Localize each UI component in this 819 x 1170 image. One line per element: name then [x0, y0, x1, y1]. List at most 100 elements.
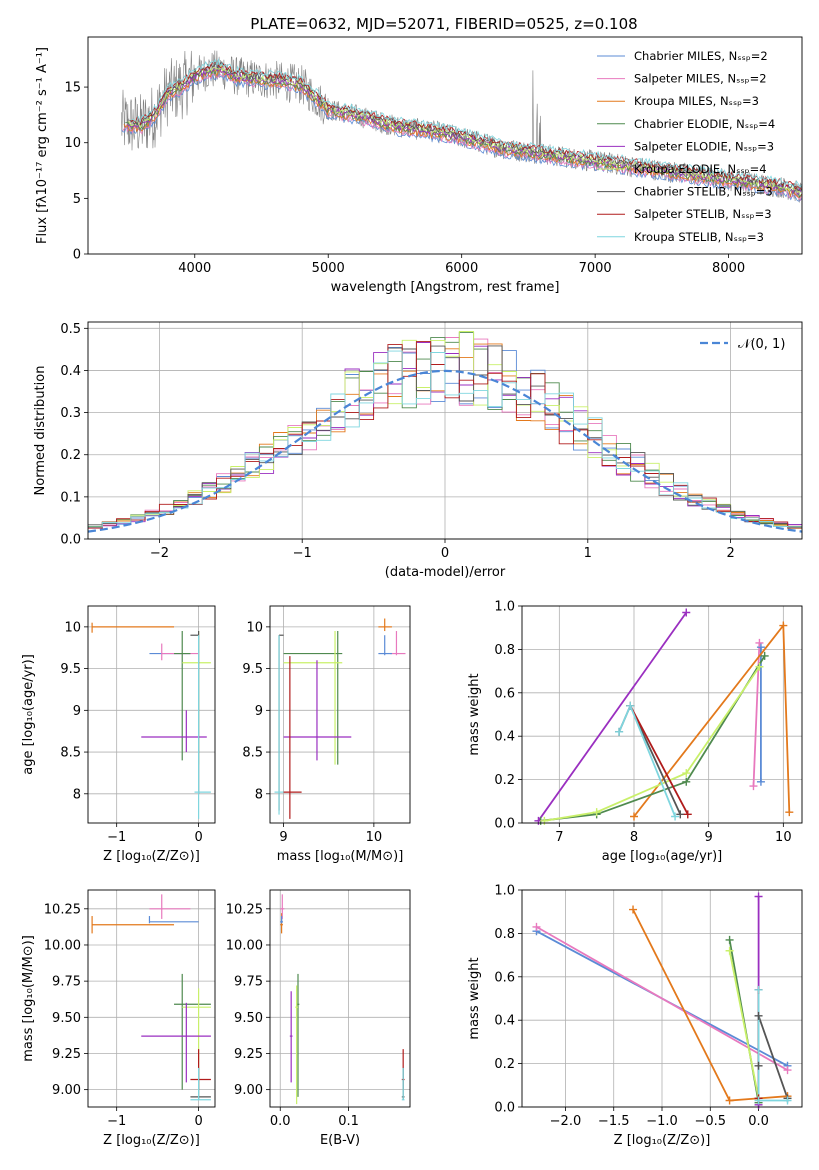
y-tick-label: 9.75 [52, 975, 81, 990]
y-tick-label: 0.6 [494, 970, 515, 985]
x-tick-label: 4000 [178, 261, 211, 276]
panel-mass-vs-ebv: 0.0 0.1 9.00 9.25 9.50 9.75 10.00 10.25 E(B-V) [226, 889, 411, 1148]
y-axis-label: mass weight [467, 673, 482, 755]
panel-age-vs-Z: −1 0 8 8.5 9 9.5 10 Z [log₁₀(Z/Z⊙)] age [log₁₀(a… [21, 605, 216, 864]
data-point [779, 621, 788, 630]
data-point [783, 1096, 792, 1105]
x-tick-label: −1 [293, 546, 312, 561]
x-tick-label: −0.5 [694, 1114, 726, 1129]
x-axis-label: wavelength [Angstrom, rest frame] [331, 280, 560, 295]
data-point [630, 812, 638, 821]
x-tick-label: 7 [555, 830, 563, 845]
x-axis-label: (data-model)/error [385, 565, 506, 580]
y-tick-label: 0.6 [494, 686, 515, 701]
x-tick-label: 7000 [579, 261, 612, 276]
y-tick-label: 0.4 [494, 1014, 515, 1029]
y-tick-label: 10 [246, 620, 263, 635]
plot-area [91, 622, 211, 819]
series-line [629, 705, 689, 815]
series-line [728, 950, 760, 1099]
y-axis-label: age [log₁₀(age/yr)] [21, 654, 36, 775]
model-spectrum [125, 67, 802, 198]
y-tick-label: 9 [73, 704, 81, 719]
y-tick-label: 1.0 [494, 884, 515, 899]
x-tick-label: 1 [584, 546, 592, 561]
residual-histogram [88, 350, 802, 528]
axes-frame [87, 321, 803, 540]
axes-frame [269, 889, 411, 1108]
data-point [725, 1096, 734, 1105]
x-tick-label: 0.0 [270, 1114, 291, 1129]
y-axis-label: mass [log₁₀(M/M⊙)] [21, 935, 36, 1062]
axes-frame [87, 36, 803, 255]
y-tick-label: 0.2 [494, 773, 515, 788]
data-point [682, 769, 691, 778]
y-tick-label: 0 [73, 248, 81, 263]
x-tick-label: −1 [107, 830, 126, 845]
data-point [615, 727, 624, 736]
model-spectrum [129, 62, 802, 192]
panel-age-vs-mass: 9 10 8 8.5 9 9.5 10 mass [log₁₀(M/M⊙)] [242, 605, 411, 864]
legend-label: Salpeter MILES, Nₛₛₚ=2 [634, 72, 767, 86]
y-tick-label: 0.1 [60, 490, 81, 505]
y-tick-label: 1.0 [494, 600, 515, 615]
plot-area [274, 618, 406, 819]
y-tick-label: 0.5 [60, 322, 81, 337]
x-tick-label: 6000 [445, 261, 478, 276]
legend-label: Chabrier MILES, Nₛₛₚ=2 [634, 49, 768, 63]
y-tick-label: 0.0 [494, 1101, 515, 1116]
data-point [754, 1061, 763, 1070]
x-tick-label: −1.0 [646, 1114, 678, 1129]
x-tick-label: 8000 [712, 261, 745, 276]
axes-frame [87, 605, 216, 824]
y-tick-label: 8.5 [60, 746, 81, 761]
x-tick-label: 0.0 [748, 1114, 769, 1129]
chart-title: PLATE=0632, MJD=52071, FIBERID=0525, z=0… [250, 15, 637, 33]
x-tick-label: 0 [194, 1114, 202, 1129]
data-point [749, 782, 758, 791]
y-tick-label: 10 [64, 136, 81, 151]
x-tick-label: 9 [705, 830, 713, 845]
y-tick-label: 9.00 [234, 1083, 263, 1098]
x-axis-label: age [log₁₀(age/yr)] [602, 849, 723, 864]
data-point [755, 662, 764, 671]
x-tick-label: 10 [775, 830, 792, 845]
legend-label: Chabrier STELIB, Nₛₛₚ=3 [634, 185, 773, 199]
data-point [725, 935, 734, 944]
y-tick-label: 9.00 [52, 1083, 81, 1098]
data-point [683, 810, 692, 819]
panel-residuals: −2 −1 0 1 2 0.0 0.1 0.2 0.3 0.4 0.5 (data-model)/er… [33, 321, 803, 580]
panel-mass-weight-vs-Z: −2.0 −1.5 −1.0 −0.5 0.0 0.0 0.2 0.4 0.6 0.8 1.0 Z [… [467, 884, 803, 1148]
y-tick-label: 0.2 [60, 448, 81, 463]
model-spectrum [126, 65, 802, 196]
plot-area [280, 894, 405, 1105]
x-tick-label: 0 [194, 830, 202, 845]
data-point [540, 816, 549, 825]
residual-histogram [88, 331, 802, 529]
y-tick-label: 5 [73, 192, 81, 207]
y-axis-label: Flux [fλ10⁻¹⁷ erg cm⁻² s⁻¹ A⁻¹] [35, 47, 50, 244]
y-tick-label: 10.00 [226, 938, 263, 953]
y-tick-label: 9.50 [52, 1011, 81, 1026]
y-tick-label: 9 [255, 704, 263, 719]
x-tick-label: 2 [726, 546, 734, 561]
data-point [532, 922, 541, 931]
y-tick-label: 10.00 [44, 938, 81, 953]
x-tick-label: 10 [366, 830, 383, 845]
data-point [592, 808, 601, 817]
plot-area [88, 331, 802, 533]
y-tick-label: 10.25 [226, 902, 263, 917]
normal-curve [88, 369, 802, 533]
x-tick-label: −1.5 [598, 1114, 630, 1129]
data-point [676, 810, 685, 819]
y-axis-label: mass weight [467, 957, 482, 1039]
axes-frame [269, 605, 411, 824]
data-point [756, 643, 765, 652]
axes-frame [521, 605, 803, 824]
y-tick-label: 9.5 [242, 662, 263, 677]
data-point [754, 985, 763, 994]
y-tick-label: 0.4 [494, 730, 515, 745]
panel-spectrum: 4000 5000 6000 7000 8000 0 5 10 15 wavelength [An… [35, 36, 803, 295]
model-spectrum [127, 64, 801, 194]
